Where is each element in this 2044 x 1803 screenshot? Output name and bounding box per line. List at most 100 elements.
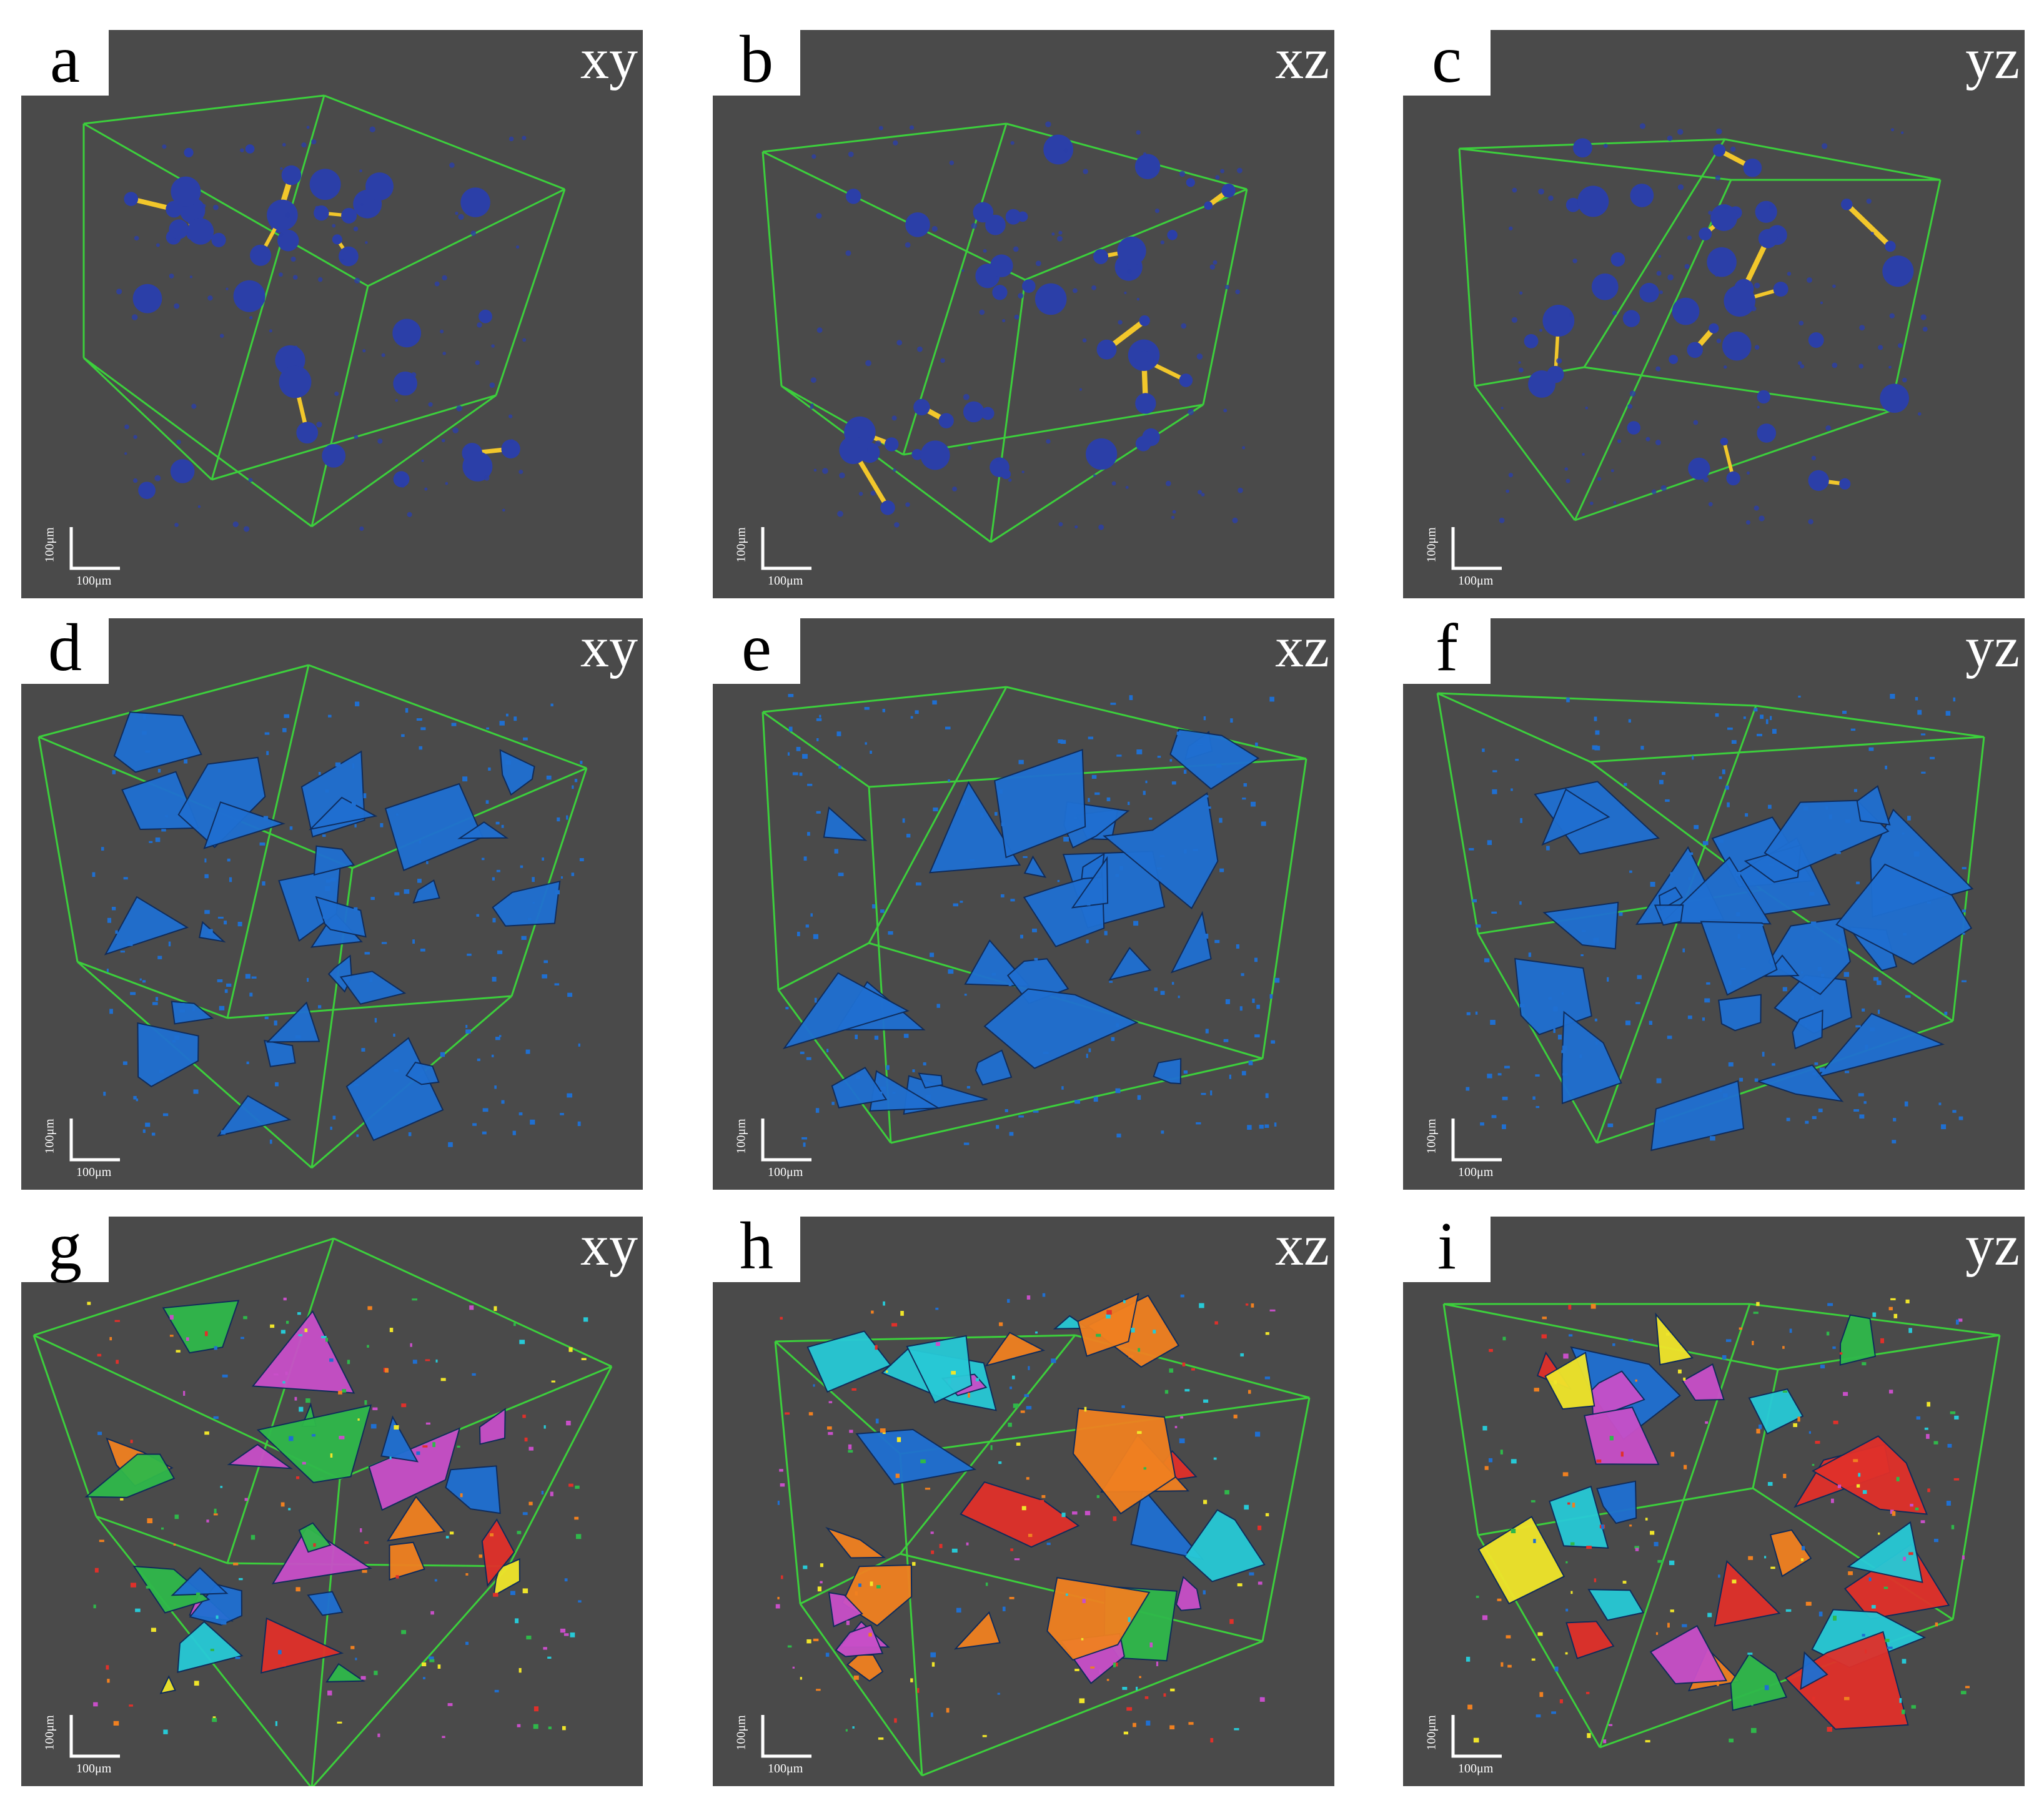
micro-fracture (1210, 1737, 1214, 1743)
micro-pore (522, 338, 527, 342)
micro-fracture (853, 1675, 859, 1680)
pore-sphere (885, 437, 899, 452)
micro-pore (475, 360, 480, 365)
pore-sphere (1688, 457, 1710, 480)
micro-fracture (1126, 1707, 1133, 1711)
micro-fracture (120, 1498, 124, 1501)
micro-fracture (1762, 1052, 1765, 1057)
micro-fracture (1885, 1639, 1890, 1642)
micro-fracture (1570, 1591, 1573, 1594)
micro-fracture (1927, 1401, 1931, 1407)
micro-fracture (355, 701, 360, 706)
micro-fracture (210, 1648, 214, 1651)
micro-fracture (1046, 1543, 1051, 1545)
micro-fracture (1700, 887, 1702, 891)
micro-fracture (161, 1527, 164, 1530)
box-edge (1749, 1303, 2000, 1336)
fracture-surface (1077, 1292, 1139, 1357)
micro-fracture (828, 1431, 833, 1435)
micro-fracture (389, 1456, 392, 1460)
micro-fracture (244, 1498, 248, 1501)
micro-fracture (1061, 995, 1066, 999)
micro-fracture (1809, 892, 1815, 896)
micro-fracture (1689, 852, 1694, 855)
micro-fracture (282, 728, 287, 733)
micro-pore (174, 523, 179, 527)
fracture-surface (918, 1072, 943, 1089)
micro-fracture (249, 992, 253, 997)
fracture-surface (1514, 957, 1592, 1035)
micro-fracture (1958, 1318, 1963, 1322)
micro-fracture (155, 997, 159, 1001)
micro-fracture (1551, 1711, 1556, 1714)
micro-fracture (1254, 957, 1258, 962)
micro-fracture (932, 700, 937, 705)
micro-fracture (1917, 709, 1922, 715)
micro-fracture (1635, 1548, 1639, 1551)
micro-fracture (578, 1043, 580, 1047)
micro-fracture (1480, 1122, 1484, 1126)
micro-pore (508, 414, 513, 418)
micro-fracture (1528, 952, 1532, 957)
pore-sphere (1117, 236, 1146, 265)
fracture-surface (368, 1427, 461, 1511)
micro-pore (1118, 320, 1123, 325)
micro-fracture (1223, 1039, 1229, 1042)
micro-fracture (1921, 771, 1926, 774)
micro-fracture (780, 1483, 785, 1487)
pore-sphere (296, 422, 319, 444)
micro-fracture (1214, 1321, 1218, 1325)
micro-fracture (1751, 1702, 1754, 1706)
pore-sphere (1573, 138, 1592, 158)
micro-fracture (491, 1054, 494, 1057)
micro-fracture (1620, 1451, 1624, 1457)
micro-fracture (1156, 867, 1162, 870)
micro-fracture (1718, 839, 1724, 843)
micro-pore (515, 245, 520, 249)
micro-fracture (482, 857, 485, 861)
fracture-surface (983, 988, 1139, 1069)
micro-fracture (880, 1428, 886, 1433)
micro-fracture (1482, 1615, 1488, 1620)
micro-fracture (933, 808, 938, 812)
micro-fracture (330, 1127, 332, 1130)
micro-fracture (1028, 1366, 1030, 1370)
micro-fracture (1736, 912, 1740, 917)
pore-sphere (1610, 252, 1625, 267)
micro-fracture (275, 1721, 278, 1726)
micro-fracture (1682, 1624, 1687, 1628)
micro-fracture (1010, 899, 1015, 902)
micro-pore (1242, 446, 1246, 450)
scale-bar: 100μm 100μm (1425, 520, 1528, 588)
micro-fracture (931, 1550, 935, 1554)
micro-fracture (1169, 759, 1173, 762)
micro-fracture (777, 1500, 780, 1505)
micro-fracture (1862, 1489, 1867, 1494)
micro-fracture (505, 760, 511, 765)
micro-fracture (394, 892, 400, 896)
micro-pore (1035, 260, 1041, 267)
pore-sphere (913, 398, 930, 416)
micro-fracture (1259, 1124, 1264, 1129)
micro-fracture (1224, 1489, 1229, 1494)
micro-fracture (1607, 1123, 1614, 1127)
micro-fracture (320, 1477, 324, 1479)
panel-f: f yz 100μm 100μm (1403, 618, 2025, 1190)
pore-sphere (1885, 240, 1896, 252)
micro-pore (894, 521, 900, 528)
micro-fracture (1587, 1733, 1591, 1738)
micro-pore (1715, 274, 1718, 277)
micro-fracture (1843, 1391, 1848, 1396)
micro-fracture (1684, 1465, 1687, 1470)
micro-fracture (369, 977, 373, 982)
micro-fracture (1491, 1115, 1497, 1119)
micro-fracture (1764, 1685, 1769, 1691)
micro-pore (1656, 270, 1662, 276)
micro-pore (952, 487, 957, 492)
micro-fracture (355, 1657, 357, 1661)
fracture-surface (386, 1495, 446, 1542)
micro-fracture (1008, 982, 1012, 986)
micro-fracture (1747, 1652, 1753, 1655)
pore-sphere (905, 212, 930, 237)
micro-fracture (417, 879, 422, 883)
